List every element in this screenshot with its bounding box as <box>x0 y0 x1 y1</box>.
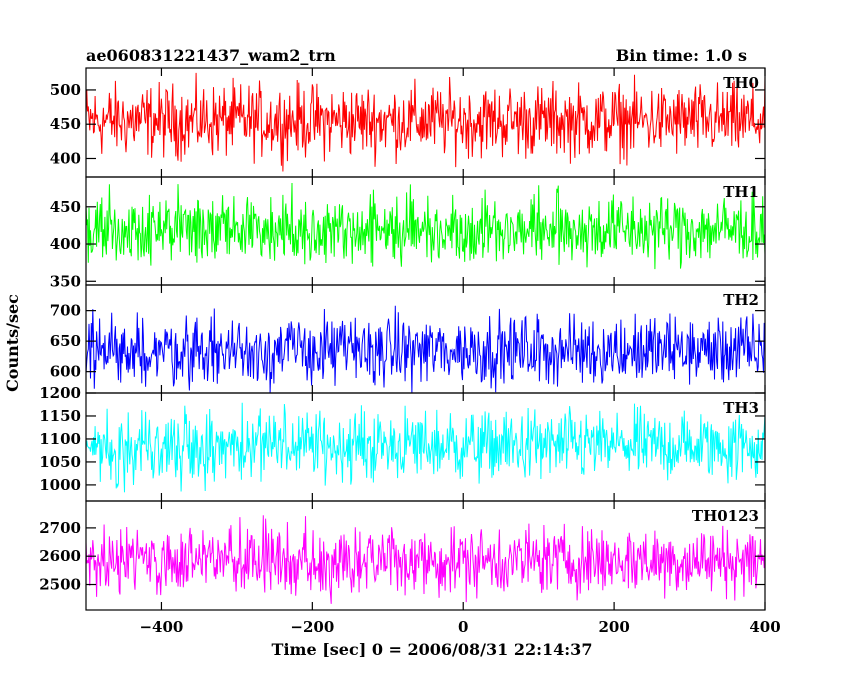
series-line-th0 <box>86 72 765 172</box>
y-tick-label-th0: 400 <box>50 149 81 167</box>
y-tick-label-th2: 650 <box>50 332 81 350</box>
series-label-th3: TH3 <box>723 399 759 417</box>
series-label-th1: TH1 <box>723 183 759 201</box>
y-tick-label-th0123: 2600 <box>39 547 81 565</box>
series-line-th1 <box>86 182 765 270</box>
y-tick-label-th3: 1000 <box>39 476 81 494</box>
y-tick-label-th1: 350 <box>50 272 81 290</box>
y-axis-label: Counts/sec <box>3 294 22 392</box>
x-tick-label: 0 <box>458 618 468 636</box>
y-tick-label-th0123: 2500 <box>39 576 81 594</box>
x-tick-label: 400 <box>749 618 780 636</box>
y-tick-label-th3: 1050 <box>39 453 81 471</box>
panel-frame-th0123 <box>85 500 766 611</box>
y-tick-label-th0123: 2700 <box>39 519 81 537</box>
y-tick-label-th1: 450 <box>50 198 81 216</box>
x-tick-label: 200 <box>598 618 629 636</box>
y-tick-label-th0: 450 <box>50 115 81 133</box>
bin-time-label: Bin time: 1.0 s <box>616 46 747 65</box>
y-tick-label-th3: 1100 <box>39 430 81 448</box>
y-tick-label-th2: 600 <box>50 363 81 381</box>
series-line-th0123 <box>86 515 765 604</box>
series-line-th2 <box>86 305 765 393</box>
x-axis-label: Time [sec] 0 = 2006/08/31 22:14:37 <box>272 640 593 659</box>
panels-group: 400 450 500 TH0 350 400 450 TH1 600 650 700 TH2 1000… <box>39 67 781 636</box>
series-line-th3 <box>86 402 765 493</box>
y-tick-label-th1: 400 <box>50 235 81 253</box>
y-tick-label-th3: 1150 <box>39 407 81 425</box>
x-tick-label: −200 <box>290 618 334 636</box>
chart-title: ae060831221437_wam2_trn <box>86 46 336 65</box>
series-label-th0: TH0 <box>723 74 759 92</box>
series-label-th0123: TH0123 <box>692 507 759 525</box>
y-tick-label-th2: 700 <box>50 302 81 320</box>
x-tick-label: −400 <box>139 618 183 636</box>
y-tick-label-th3: 1200 <box>39 384 81 402</box>
series-label-th2: TH2 <box>723 291 759 309</box>
y-tick-label-th0: 500 <box>50 81 81 99</box>
